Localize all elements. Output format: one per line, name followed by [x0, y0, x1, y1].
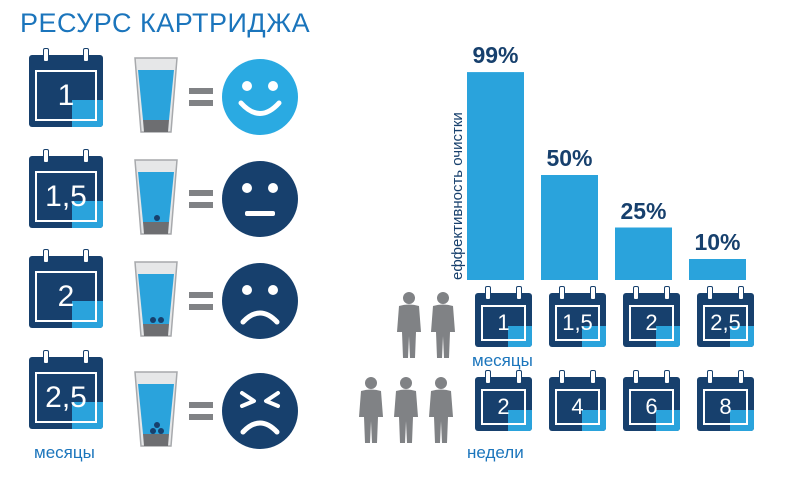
calendar-icon: 1: [475, 286, 532, 347]
smiley-neutral-icon: [222, 161, 298, 237]
calendar-icon: 8: [697, 370, 754, 431]
calendar-icon: 4: [549, 370, 606, 431]
calendar-value: 2,5: [45, 380, 87, 414]
week-value: 8: [719, 394, 732, 419]
calendar-value: 2: [57, 279, 75, 313]
calendar-icon: 1: [29, 48, 103, 127]
bar-value-label: 10%: [694, 229, 741, 255]
calendar-value: 1: [57, 78, 75, 112]
calendar-icon: 2,5: [29, 350, 103, 429]
smiley-happy-icon: [222, 59, 298, 135]
chart-tick-label: 2,5: [710, 310, 741, 335]
smiley-disgusted-icon: [222, 373, 298, 449]
calendar-icon: 2: [623, 286, 680, 347]
chart-tick-label: 1,5: [562, 310, 593, 335]
bar: [467, 72, 524, 280]
smiley-sad-icon: [222, 263, 298, 339]
chart-tick-label: 2: [645, 310, 658, 335]
calendar-icon: 1,5: [549, 286, 606, 347]
water-glass-icon: [134, 371, 178, 447]
calendar-icon: 1,5: [29, 149, 103, 228]
calendar-icon: 6: [623, 370, 680, 431]
weeks-caption: недели: [467, 443, 524, 462]
months-caption: месяцы: [472, 351, 533, 370]
equals-icon: [189, 190, 213, 208]
bar: [615, 227, 672, 280]
page-title: РЕСУРС КАРТРИДЖА: [20, 8, 311, 38]
bar: [689, 259, 746, 280]
equals-icon: [189, 402, 213, 420]
bar-value-label: 99%: [472, 42, 519, 69]
equals-icon: [189, 88, 213, 106]
bar-value-label: 50%: [546, 145, 593, 171]
chart-tick-label: 1: [497, 310, 510, 335]
water-glass-icon: [134, 159, 178, 235]
water-glass-icon: [134, 261, 178, 337]
calendar-icon: 2: [29, 249, 103, 328]
week-value: 4: [571, 394, 584, 419]
week-value: 2: [497, 394, 510, 419]
bar: [541, 175, 598, 280]
equals-icon: [189, 292, 213, 310]
months-caption: месяцы: [34, 443, 95, 462]
bar-value-label: 25%: [620, 197, 667, 224]
calendar-icon: 2: [475, 370, 532, 431]
calendar-value: 1,5: [45, 179, 87, 213]
calendar-icon: 2,5: [697, 286, 754, 347]
week-value: 6: [645, 394, 658, 419]
